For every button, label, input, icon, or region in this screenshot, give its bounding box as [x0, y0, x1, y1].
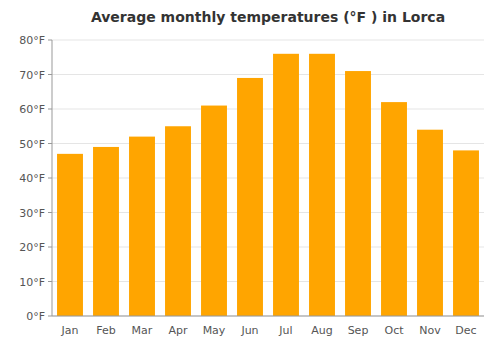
- y-tick: [48, 40, 52, 41]
- y-tick: [48, 281, 52, 282]
- y-tick-label: 10°F: [19, 276, 45, 289]
- y-tick-label: 60°F: [19, 103, 45, 116]
- y-tick: [48, 109, 52, 110]
- bar: [309, 54, 335, 316]
- bar: [345, 71, 371, 316]
- bar: [93, 147, 119, 316]
- x-tick-label: Nov: [419, 324, 441, 337]
- x-tick-label: Jun: [240, 324, 258, 337]
- bar: [57, 154, 83, 316]
- grid-line: [52, 316, 484, 317]
- grid-line: [52, 40, 484, 41]
- grid-line: [52, 74, 484, 75]
- y-tick-label: 70°F: [19, 69, 45, 82]
- y-tick: [48, 143, 52, 144]
- x-axis: Jan Feb Mar Apr May Jun Jul Aug Sep Oct Nov Dec: [52, 316, 484, 337]
- y-axis: 0°F 10°F 20°F 30°F 40°F 50°F 60°F 70°F 80°F: [19, 34, 52, 323]
- y-axis-line: [52, 40, 53, 316]
- bar: [129, 137, 155, 316]
- y-tick: [48, 247, 52, 248]
- bar: [273, 54, 299, 316]
- x-tick-label: Jul: [278, 324, 292, 337]
- y-tick-label: 50°F: [19, 138, 45, 151]
- bars: [57, 54, 479, 316]
- y-tick-label: 80°F: [19, 34, 45, 47]
- bar: [237, 78, 263, 316]
- y-tick: [48, 212, 52, 213]
- y-tick: [48, 178, 52, 179]
- x-tick-label: May: [203, 324, 226, 337]
- x-tick-label: Aug: [311, 324, 332, 337]
- chart-container: Average monthly temperatures (°F ) in Lo…: [0, 0, 500, 350]
- y-tick: [48, 316, 52, 317]
- bar: [417, 130, 443, 316]
- bar: [453, 150, 479, 316]
- y-tick-label: 0°F: [26, 310, 45, 323]
- x-tick-label: Jan: [61, 324, 79, 337]
- y-tick-label: 30°F: [19, 207, 45, 220]
- x-tick-label: Apr: [168, 324, 188, 337]
- x-tick-label: Mar: [132, 324, 153, 337]
- grid: [52, 40, 484, 316]
- x-tick-label: Dec: [455, 324, 476, 337]
- y-tick: [48, 74, 52, 75]
- chart-svg: Average monthly temperatures (°F ) in Lo…: [0, 0, 500, 350]
- bar: [165, 126, 191, 316]
- x-axis-line: [52, 316, 484, 317]
- x-tick-label: Sep: [348, 324, 369, 337]
- x-tick-label: Oct: [384, 324, 404, 337]
- x-tick-label: Feb: [96, 324, 115, 337]
- y-tick-label: 20°F: [19, 241, 45, 254]
- bar: [381, 102, 407, 316]
- grid-line: [52, 109, 484, 110]
- chart-title: Average monthly temperatures (°F ) in Lo…: [91, 9, 445, 25]
- bar: [201, 106, 227, 316]
- y-tick-label: 40°F: [19, 172, 45, 185]
